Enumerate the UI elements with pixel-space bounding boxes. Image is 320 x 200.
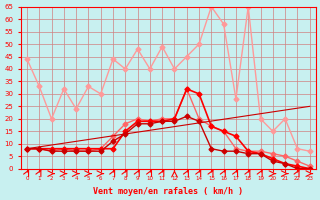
X-axis label: Vent moyen/en rafales ( km/h ): Vent moyen/en rafales ( km/h ) xyxy=(93,187,243,196)
